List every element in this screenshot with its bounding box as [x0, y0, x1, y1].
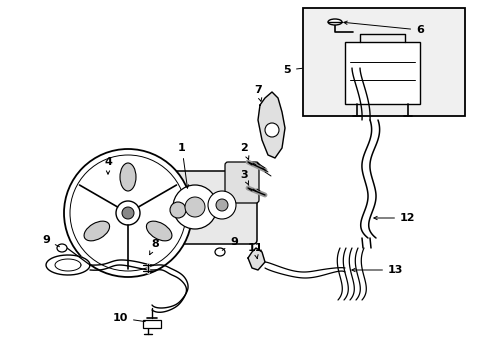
Ellipse shape: [57, 244, 67, 252]
Ellipse shape: [215, 248, 224, 256]
Ellipse shape: [84, 221, 109, 241]
Ellipse shape: [146, 221, 172, 241]
Polygon shape: [46, 255, 90, 275]
Text: 6: 6: [343, 21, 423, 35]
Text: 4: 4: [104, 157, 112, 174]
Circle shape: [173, 185, 217, 229]
Text: 5: 5: [283, 65, 302, 75]
Circle shape: [116, 201, 140, 225]
Circle shape: [264, 123, 279, 137]
Circle shape: [70, 155, 185, 271]
Text: 9: 9: [222, 237, 237, 250]
FancyBboxPatch shape: [224, 162, 259, 203]
Text: 13: 13: [351, 265, 403, 275]
Circle shape: [184, 197, 204, 217]
Text: 10: 10: [112, 313, 145, 323]
Circle shape: [170, 202, 185, 218]
Ellipse shape: [120, 163, 136, 191]
Bar: [142, 320, 161, 328]
Circle shape: [64, 149, 192, 277]
Text: 12: 12: [373, 213, 415, 223]
Text: 1: 1: [178, 143, 188, 188]
Bar: [303, 8, 464, 116]
Polygon shape: [247, 248, 264, 270]
Ellipse shape: [327, 19, 341, 25]
Bar: [345, 42, 419, 104]
Text: 11: 11: [247, 243, 262, 258]
Text: 9: 9: [42, 235, 60, 247]
Text: 2: 2: [240, 143, 248, 159]
Text: 8: 8: [149, 239, 159, 255]
Text: 3: 3: [240, 170, 248, 185]
FancyBboxPatch shape: [174, 171, 257, 244]
Polygon shape: [258, 92, 285, 158]
Text: 7: 7: [254, 85, 262, 101]
Circle shape: [207, 191, 236, 219]
Circle shape: [122, 207, 134, 219]
Circle shape: [216, 199, 227, 211]
